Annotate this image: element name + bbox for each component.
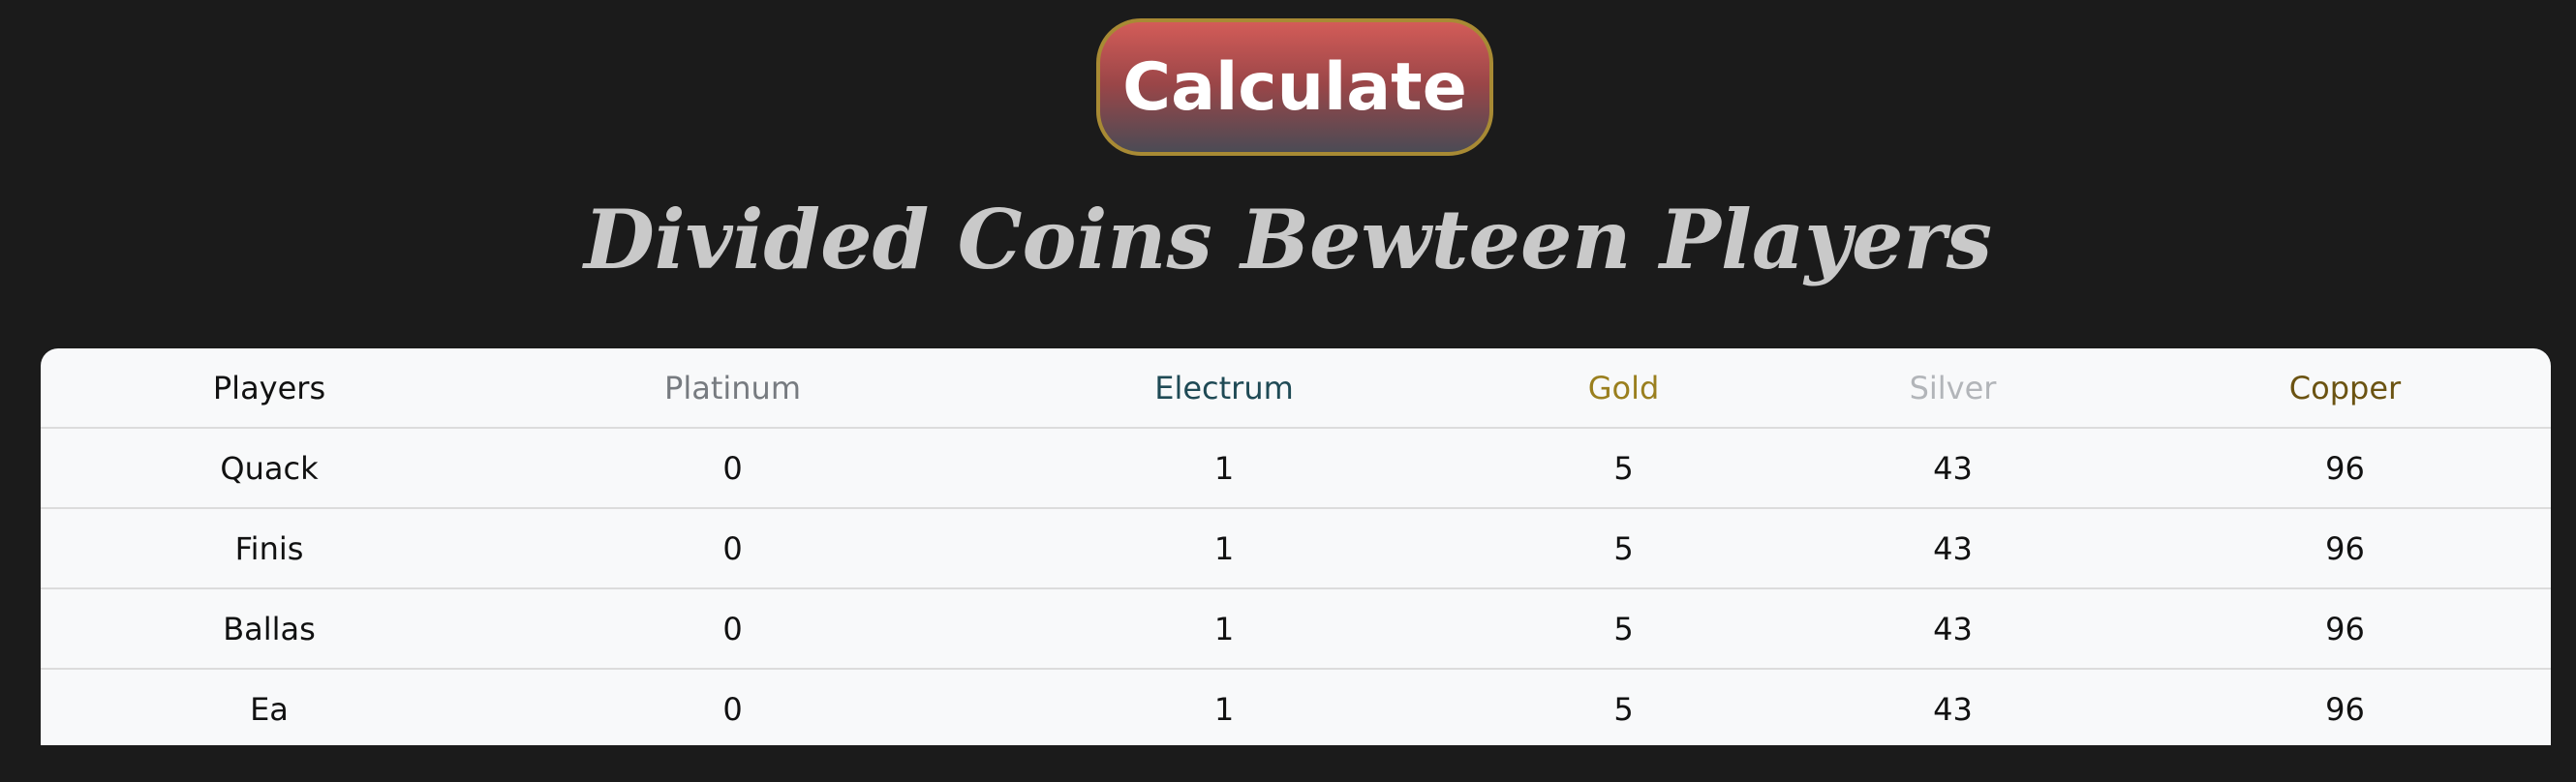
page-title: Divided Coins Bewteen Players — [583, 192, 1993, 287]
copper-value: 96 — [2325, 610, 2365, 647]
silver-value: 43 — [1933, 449, 1973, 487]
coin-table: Players Platinum Electrum Gold Silver Co… — [41, 348, 2551, 745]
header-electrum: Electrum — [1154, 369, 1294, 406]
platinum-value: 0 — [722, 610, 743, 647]
header-silver: Silver — [1909, 369, 1997, 406]
table-header-row: Players Platinum Electrum Gold Silver Co… — [41, 348, 2551, 428]
player-name: Ballas — [223, 610, 316, 647]
platinum-value: 0 — [722, 529, 743, 567]
table-row: Finis 0 1 5 43 96 — [41, 508, 2551, 588]
calculate-button[interactable]: Calculate — [1096, 18, 1493, 156]
header-platinum: Platinum — [664, 369, 801, 406]
copper-value: 96 — [2325, 449, 2365, 487]
header-players: Players — [212, 369, 326, 406]
header-gold: Gold — [1587, 369, 1660, 406]
table-row: Ballas 0 1 5 43 96 — [41, 588, 2551, 669]
player-name: Quack — [220, 449, 319, 487]
silver-value: 43 — [1933, 529, 1973, 567]
platinum-value: 0 — [722, 449, 743, 487]
electrum-value: 1 — [1213, 610, 1235, 647]
electrum-value: 1 — [1213, 449, 1235, 487]
player-name: Finis — [234, 529, 304, 567]
gold-value: 5 — [1613, 529, 1634, 567]
electrum-value: 1 — [1213, 529, 1235, 567]
gold-value: 5 — [1613, 690, 1634, 728]
silver-value: 43 — [1933, 690, 1973, 728]
header-copper: Copper — [2288, 369, 2402, 406]
platinum-value: 0 — [722, 690, 743, 728]
gold-value: 5 — [1613, 449, 1634, 487]
copper-value: 96 — [2325, 529, 2365, 567]
electrum-value: 1 — [1213, 690, 1235, 728]
gold-value: 5 — [1613, 610, 1634, 647]
coin-distribution-table: Players Platinum Electrum Gold Silver Co… — [41, 348, 2551, 745]
table-row: Ea 0 1 5 43 96 — [41, 669, 2551, 745]
player-name: Ea — [250, 690, 289, 728]
silver-value: 43 — [1933, 610, 1973, 647]
copper-value: 96 — [2325, 690, 2365, 728]
table-row: Quack 0 1 5 43 96 — [41, 428, 2551, 508]
